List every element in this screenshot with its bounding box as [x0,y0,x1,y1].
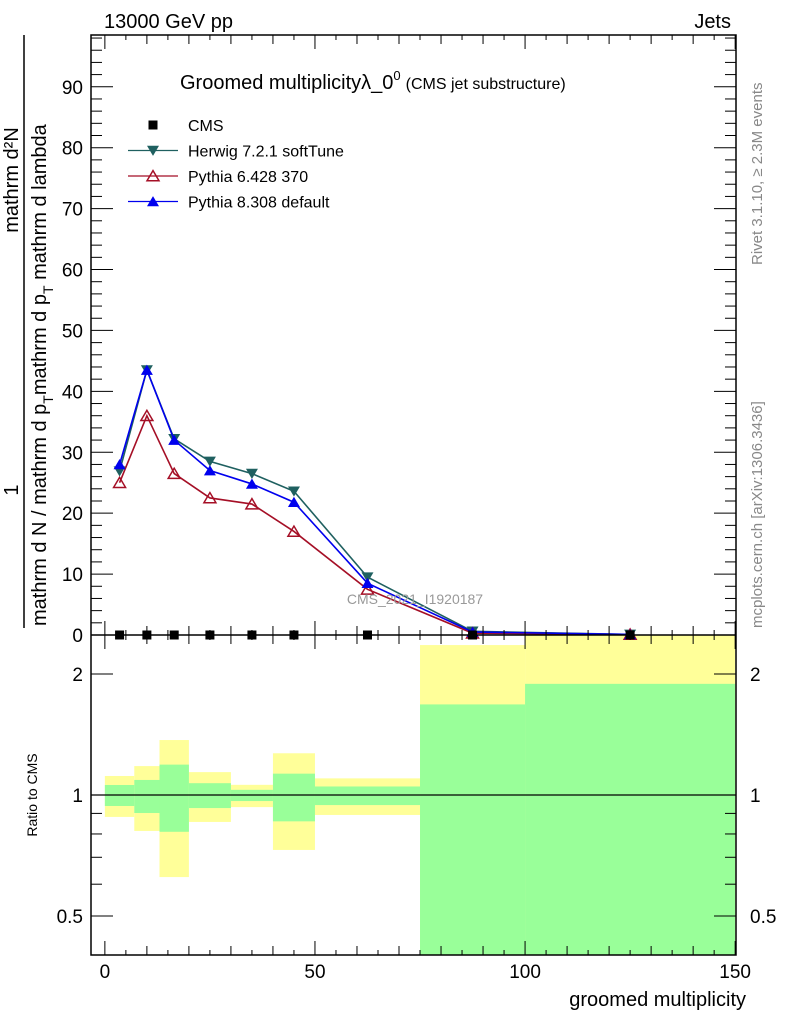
title-sup: 0 [393,68,400,83]
pythia6-marker [202,491,218,504]
header-right: Jets [694,11,731,33]
y-axis-label: 1 mathrm d²N mathrm d N / mathrm d pTmat… [1,35,56,628]
x-tick-label: 150 [719,962,751,983]
cms-marker [148,120,158,130]
ratio-bands [91,635,736,955]
series-line-2 [118,413,631,636]
ratio-y-tick-label: 0.5 [57,907,83,928]
green-band-bin [188,783,231,809]
y-tick-label: 50 [62,321,83,342]
pythia6-marker [286,524,302,537]
ratio-y-tick-label-right: 0.5 [750,907,776,928]
ylabel-den: mathrm d N / mathrm d pTmathrm d pT math… [29,123,56,626]
green-band-bin [314,786,421,806]
mcplots-label: mcplots.cern.ch [arXiv:1306.3436] [749,401,766,628]
y-tick-label: 30 [62,443,83,464]
legend-label: Herwig 7.2.1 softTune [188,144,344,161]
pythia8-marker [140,364,153,375]
ylabel-den-2: mathrm d p [29,294,51,395]
pythia6-marker [166,466,182,480]
plot-title: Groomed multiplicityλ_00 (CMS jet substru… [180,68,566,94]
x-axis-label: groomed multiplicity [569,989,746,1011]
pythia8-marker [361,577,374,589]
herwig-marker [203,456,216,467]
ylabel-num-1: 1 [1,484,23,495]
y-tick-label: 60 [62,261,83,282]
ratio-ylabel: Ratio to CMS [24,753,40,836]
legend-label: CMS [188,118,224,135]
pythia8-marker [287,496,300,508]
green-band-bin [134,779,160,814]
green-band-bin [525,683,736,955]
herwig-marker [245,468,258,479]
header-left: 13000 GeV pp [104,11,233,33]
ratio-y-tick-label: 1 [72,786,83,807]
pythia6-marker [244,497,260,510]
pythia8-marker [168,434,181,445]
ratio-y-tick-label-right: 1 [750,786,761,807]
ylabel-den-sub2: T [40,285,56,294]
title-main: Groomed multiplicityλ_0 [180,72,393,94]
svg-text:Groomed multiplicityλ_00(CMS j: Groomed multiplicityλ_00 (CMS jet substru… [180,68,566,94]
green-band-bin [159,764,189,832]
axes: 0 50 100 150 0 10 20 30 40 50 60 70 80 90 0.5 0.5 1 1 2 2 [57,34,776,983]
rivet-label: Rivet 3.1.10, ≥ 2.3M events [749,83,766,266]
y-tick-label: 20 [62,504,83,525]
green-band-bin [272,773,315,822]
y-tick-label: 40 [62,382,83,403]
legend: CMS Herwig 7.2.1 softTune Pythia 6.428 370… [128,118,344,212]
main-plot-marks [112,364,638,640]
ylabel-den-1: mathrm d N / mathrm d p [29,404,51,626]
x-tick-label: 0 [100,962,111,983]
y-tick-label: 80 [62,139,83,160]
x-tick-label: 100 [509,962,541,983]
ylabel-num-2: mathrm d²N [1,127,23,233]
y-tick-label: 0 [72,626,83,647]
herwig-marker [147,145,159,156]
pythia6-marker [360,582,375,595]
plot-frame [90,34,737,956]
watermark: CMS_2021_I1920187 [347,591,483,607]
ratio-y-tick-label: 2 [72,665,83,686]
pythia8-marker [203,465,216,476]
pythia6-marker [145,169,161,182]
pythia8-marker [245,478,258,489]
pythia8-marker [147,196,159,207]
legend-label: Pythia 6.428 370 [188,169,308,186]
title-sub: (CMS jet substructure) [406,76,566,93]
ylabel-den-sub1: T [40,395,56,404]
y-tick-label: 90 [62,78,83,99]
x-tick-label: 50 [304,962,325,983]
herwig-marker [287,486,300,497]
legend-label: Pythia 8.308 default [188,195,330,212]
pythia6-marker [139,408,155,422]
ratio-y-tick-label-right: 2 [750,665,761,686]
y-tick-label: 70 [62,200,83,221]
pythia8-marker [113,459,126,470]
green-band-bin [420,704,526,955]
y-tick-label: 10 [62,565,83,586]
ylabel-den-3: mathrm d lambda [29,123,51,285]
pythia6-marker [112,475,127,489]
herwig-marker [361,572,374,583]
